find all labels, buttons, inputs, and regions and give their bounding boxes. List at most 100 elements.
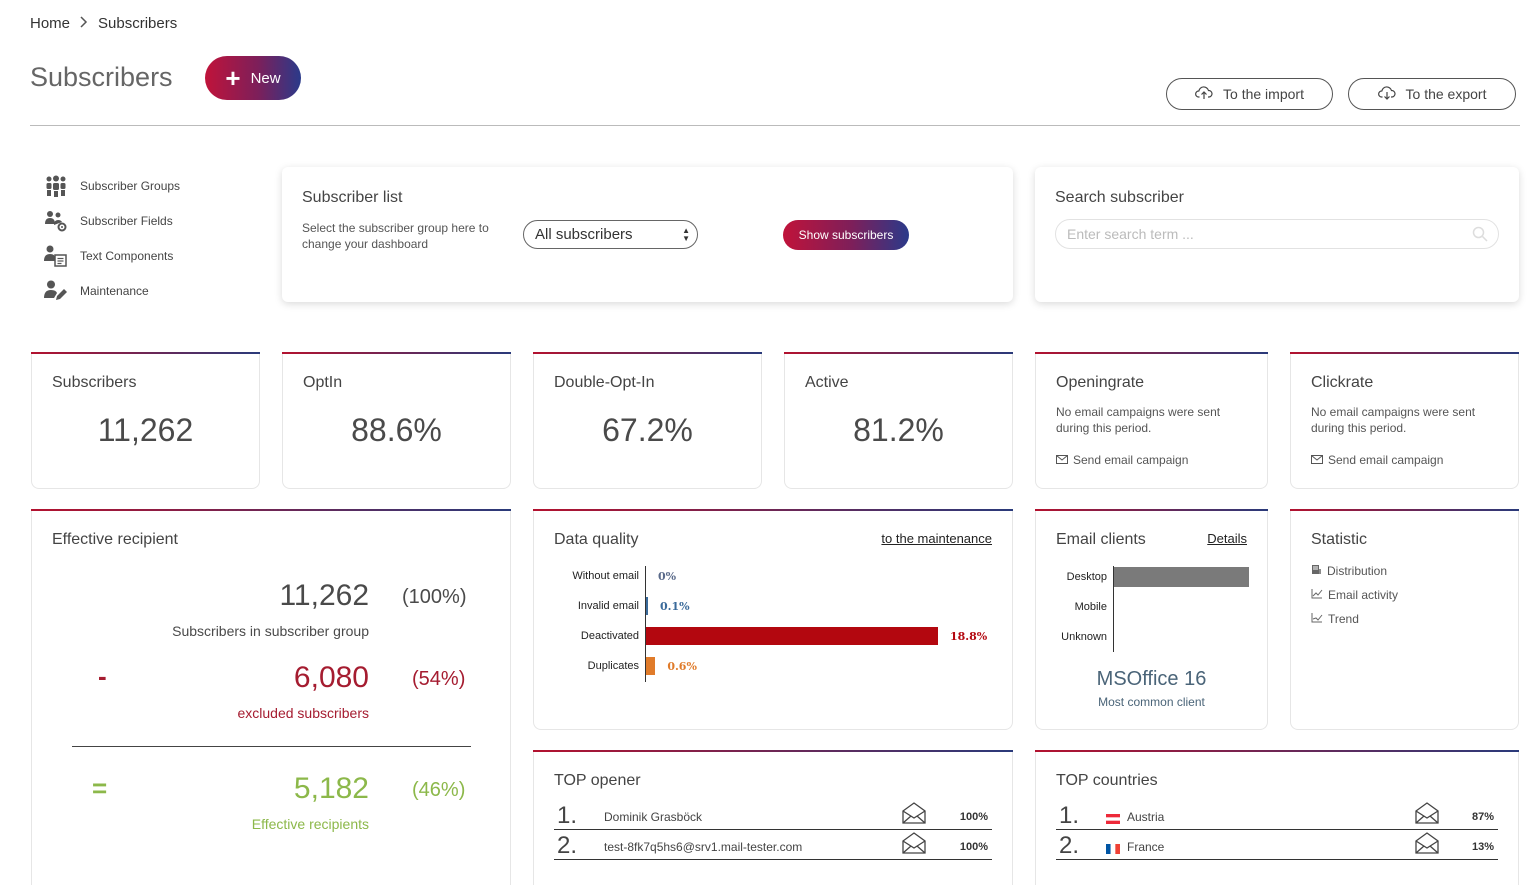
subscriber-list-panel: Subscriber list Select the subscriber gr…: [282, 167, 1013, 302]
send-campaign-link-clickrate[interactable]: Send email campaign: [1311, 453, 1443, 467]
data-quality-card: Data quality to the maintenance Without …: [533, 509, 1013, 730]
user-edit-icon: [44, 279, 68, 303]
sidebar-item-subscriber-groups[interactable]: Subscriber Groups: [44, 168, 180, 203]
sidebar-item-maintenance[interactable]: Maintenance: [44, 273, 180, 308]
top-opener-card: TOP opener 1. Dominik Grasböck 100% 2. t…: [533, 750, 1013, 885]
breadcrumb-current: Subscribers: [98, 15, 178, 32]
opener-name: test-8fk7q5hs6@srv1.mail-tester.com: [604, 840, 803, 854]
subscriber-list-description: Select the subscriber group here to chan…: [302, 221, 489, 251]
clickrate-note: No email campaigns were sent during this…: [1311, 405, 1476, 435]
send-campaign-link-openingrate[interactable]: Send email campaign: [1056, 453, 1188, 467]
top-client-label: Most common client: [1098, 695, 1205, 709]
distribution-link[interactable]: Distribution: [1311, 559, 1398, 583]
show-subscribers-button[interactable]: Show subscribers: [783, 220, 909, 250]
data-quality-label: Without email: [572, 570, 639, 582]
country-pct: 13%: [1471, 841, 1494, 853]
stat-card-double-optin: Double-Opt-In 67.2%: [533, 352, 762, 489]
email-client-label: Mobile: [1074, 601, 1107, 613]
stat-value: 88.6%: [351, 412, 442, 448]
data-quality-title: Data quality: [554, 531, 639, 548]
chevron-right-icon: [80, 15, 88, 32]
rank: 2.: [557, 832, 578, 859]
effective-recipients-label: Effective recipients: [251, 816, 369, 832]
cloud-upload-icon: [1195, 85, 1213, 103]
minus-sign: -: [98, 661, 107, 691]
import-button-label: To the import: [1223, 86, 1304, 102]
stat-label: Subscribers: [52, 374, 137, 391]
data-quality-row: Deactivated 18.8%: [534, 626, 1012, 646]
email-clients-axis: [1113, 566, 1114, 652]
total-subscribers-value: 11,262: [279, 579, 369, 612]
breadcrumb: Home Subscribers: [30, 15, 177, 32]
sidebar: Subscriber Groups Subscriber Fields Text…: [44, 168, 180, 308]
openingrate-note: No email campaigns were sent during this…: [1056, 405, 1221, 435]
data-quality-row: Invalid email 0.1%: [534, 596, 1012, 616]
email-clients-details-link[interactable]: Details: [1207, 531, 1247, 546]
email-activity-link[interactable]: Email activity: [1311, 583, 1398, 607]
users-group-icon: [44, 174, 68, 198]
data-quality-bar: [646, 627, 938, 645]
stat-label: OptIn: [303, 374, 343, 391]
activity-chart-icon: [1311, 588, 1323, 602]
send-campaign-label: Send email campaign: [1328, 453, 1444, 467]
data-quality-bar: [646, 657, 656, 675]
data-quality-label: Deactivated: [580, 630, 639, 642]
top-opener-title: TOP opener: [554, 772, 641, 789]
breadcrumb-home[interactable]: Home: [30, 15, 71, 32]
country-name: Austria: [1127, 810, 1165, 824]
statistic-title: Statistic: [1311, 531, 1368, 548]
country-pct: 87%: [1471, 811, 1494, 823]
header-divider: [30, 125, 1520, 126]
stat-label: Active: [805, 374, 849, 391]
stat-card-optin: OptIn 88.6%: [282, 352, 511, 489]
import-button[interactable]: To the import: [1166, 78, 1333, 110]
stat-card-openingrate: Openingrate No email campaigns were sent…: [1035, 352, 1268, 489]
rank: 2.: [1059, 832, 1080, 859]
email-clients-title: Email clients: [1056, 531, 1146, 548]
data-quality-label: Invalid email: [577, 600, 639, 612]
trend-link[interactable]: Trend: [1311, 607, 1398, 631]
stat-label: Clickrate: [1311, 374, 1374, 391]
excluded-subscribers-value: 6,080: [293, 661, 369, 694]
envelope-open-icon: [1415, 832, 1439, 859]
rank: 1.: [1059, 802, 1080, 829]
export-button[interactable]: To the export: [1348, 78, 1516, 110]
stat-card-active: Active 81.2%: [784, 352, 1013, 489]
envelope-open-icon: [1415, 802, 1439, 829]
effective-recipient-title: Effective recipient: [52, 531, 178, 548]
statistic-link-label: Trend: [1328, 612, 1359, 626]
data-quality-row: Duplicates 0.6%: [534, 656, 1012, 676]
data-quality-value: 18.8%: [950, 630, 988, 643]
data-quality-value: 0.1%: [660, 600, 690, 613]
new-subscriber-button[interactable]: + New: [205, 56, 301, 100]
data-quality-bar: [646, 597, 648, 615]
top-opener-row: 1. Dominik Grasböck 100%: [554, 800, 992, 830]
stat-value: 81.2%: [853, 412, 944, 448]
stat-card-subscribers: Subscribers 11,262: [31, 352, 260, 489]
effective-recipients-value: 5,182: [293, 772, 369, 805]
search-icon[interactable]: [1472, 226, 1488, 245]
top-client-name: MSOffice 16: [1096, 668, 1207, 690]
select-arrows-icon: ▲ ▼: [682, 226, 690, 243]
rank: 1.: [557, 802, 578, 829]
export-button-label: To the export: [1405, 86, 1487, 102]
maintenance-link[interactable]: to the maintenance: [881, 531, 992, 546]
sidebar-item-label: Text Components: [80, 248, 174, 263]
search-input[interactable]: [1067, 226, 1457, 242]
total-subscribers-label: Subscribers in subscriber group: [172, 623, 369, 639]
sidebar-item-label: Subscriber Groups: [80, 178, 181, 193]
data-quality-value: 0.6%: [667, 660, 697, 673]
subscriber-group-select[interactable]: All subscribers ▲ ▼: [523, 220, 698, 249]
email-client-label: Desktop: [1066, 571, 1107, 583]
sum-divider: [72, 746, 471, 747]
excluded-subscribers-pct: (54%): [412, 668, 466, 690]
sidebar-item-subscriber-fields[interactable]: Subscriber Fields: [44, 203, 180, 238]
search-field: [1055, 219, 1499, 249]
subscriber-list-title: Subscriber list: [302, 189, 403, 206]
stat-card-clickrate: Clickrate No email campaigns were sent d…: [1290, 352, 1519, 489]
sidebar-item-text-components[interactable]: Text Components: [44, 238, 180, 273]
data-quality-label: Duplicates: [587, 660, 639, 672]
statistic-link-label: Email activity: [1328, 588, 1399, 602]
opener-pct: 100%: [959, 841, 988, 853]
top-opener-row: 2. test-8fk7q5hs6@srv1.mail-tester.com 1…: [554, 830, 992, 860]
